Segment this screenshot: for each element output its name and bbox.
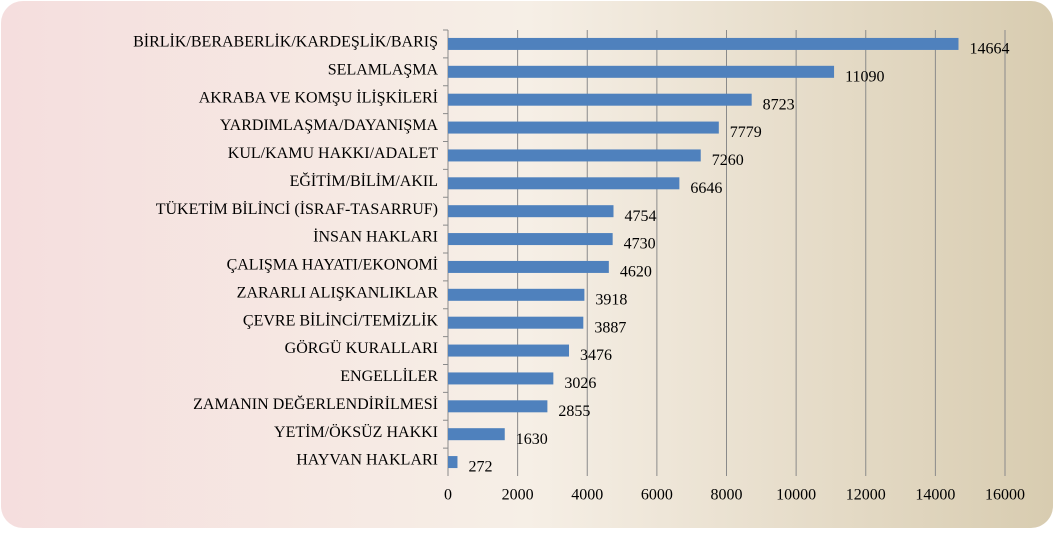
x-tick-label: 4000 <box>571 487 603 504</box>
y-tick-label: TÜKETİM BİLİNCİ (İSRAF-TASARRUF) <box>156 200 438 218</box>
y-tick-label: BİRLİK/BERABERLİK/KARDEŞLİK/BARIŞ <box>133 33 438 51</box>
y-tick-label: EĞİTİM/BİLİM/AKIL <box>290 171 438 190</box>
bar <box>448 65 835 78</box>
bar <box>448 372 554 385</box>
y-tick-label: ZARARLI ALIŞKANLIKLAR <box>237 284 439 301</box>
x-tick-label: 2000 <box>502 487 534 504</box>
bar <box>448 288 585 301</box>
value-label: 11090 <box>845 68 884 85</box>
value-label: 2855 <box>558 403 590 420</box>
y-tick-label: İNSAN HAKLARI <box>313 228 438 246</box>
y-tick-label: HAYVAN HAKLARI <box>296 452 438 469</box>
x-tick-label: 16000 <box>985 487 1025 504</box>
bar <box>448 456 458 469</box>
bar <box>448 37 959 50</box>
bar <box>448 344 570 357</box>
value-label: 4620 <box>620 264 652 281</box>
bar <box>448 233 613 246</box>
value-label: 3918 <box>595 291 627 308</box>
x-tick-label: 8000 <box>711 487 743 504</box>
value-label: 6646 <box>690 180 722 197</box>
y-tick-label: YARDIMLAŞMA/DAYANIŞMA <box>220 117 439 134</box>
bar <box>448 121 719 134</box>
y-tick-label: AKRABA VE KOMŞU İLİŞKİLERİ <box>199 88 438 106</box>
y-tick-label: SELAMLAŞMA <box>328 61 439 78</box>
value-label: 3476 <box>580 347 612 364</box>
bar <box>448 260 609 273</box>
x-tick-label: 6000 <box>641 487 673 504</box>
x-tick-label: 10000 <box>776 487 816 504</box>
value-label: 3026 <box>564 375 596 392</box>
bar <box>448 400 548 413</box>
bar <box>448 149 701 162</box>
value-label: 4754 <box>624 208 656 225</box>
bar <box>448 205 614 218</box>
y-tick-label: ÇEVRE BİLİNCİ/TEMİZLİK <box>243 311 439 329</box>
value-label: 272 <box>468 459 492 476</box>
value-label: 3887 <box>594 319 626 336</box>
value-label: 4730 <box>624 236 656 253</box>
y-tick-label: ENGELLİLER <box>340 367 438 385</box>
value-label: 7779 <box>730 124 762 141</box>
bar <box>448 177 680 190</box>
bar <box>448 428 505 441</box>
x-tick-label: 14000 <box>915 487 955 504</box>
y-tick-label: YETİM/ÖKSÜZ HAKKI <box>274 423 438 441</box>
value-label: 14664 <box>969 41 1009 58</box>
bar <box>448 93 752 106</box>
y-tick-label: KUL/KAMU HAKKI/ADALET <box>228 145 438 162</box>
y-tick-label: ZAMANIN DEĞERLENDİRİLMESİ <box>193 394 438 413</box>
value-label: 8723 <box>763 96 795 113</box>
x-tick-label: 0 <box>444 487 452 504</box>
value-label: 1630 <box>516 431 548 448</box>
value-label: 7260 <box>712 152 744 169</box>
y-tick-label: GÖRGÜ KURALLARI <box>285 339 438 357</box>
y-tick-label: ÇALIŞMA HAYATI/EKONOMİ <box>227 256 438 274</box>
x-tick-label: 12000 <box>846 487 886 504</box>
bar <box>448 316 584 329</box>
